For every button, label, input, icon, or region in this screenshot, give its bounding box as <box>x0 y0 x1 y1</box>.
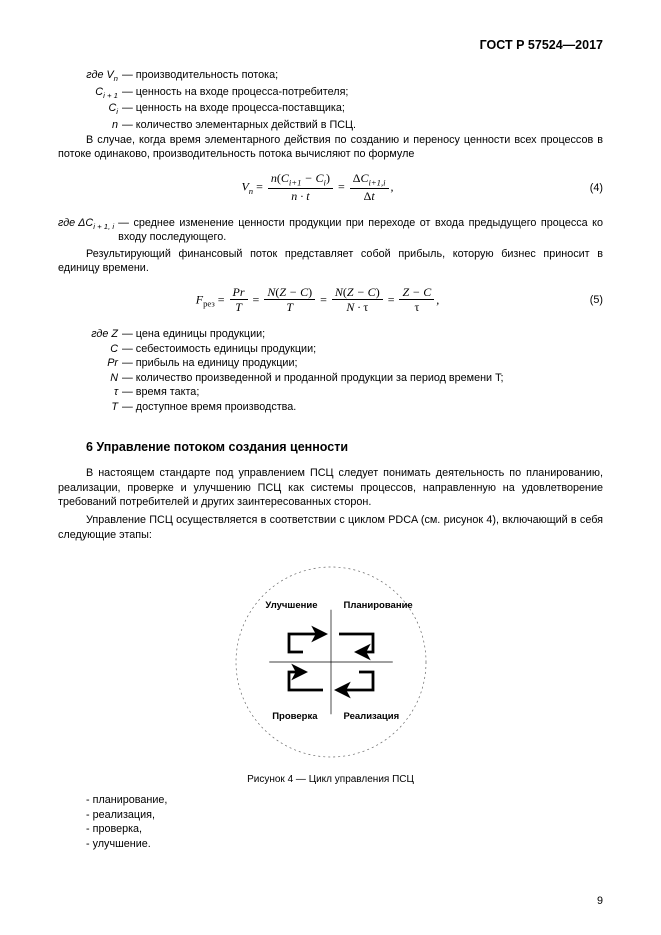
definition-row: Ci + 1— ценность на входе процесса-потре… <box>58 85 603 102</box>
definition-row: где Z— цена единицы продукции; <box>58 327 603 342</box>
figure-label-improvement: Улучшение <box>265 600 317 611</box>
definition-row: n— количество элементарных действий в ПС… <box>58 118 603 133</box>
definition-text: — количество элементарных действий в ПСЦ… <box>122 118 603 133</box>
definition-symbol: C <box>58 342 122 357</box>
definition-row: Ci— ценность на входе процесса-поставщик… <box>58 101 603 118</box>
definition-symbol: T <box>58 400 122 415</box>
definition-symbol: n <box>58 118 122 133</box>
definition-row: C— себестоимость единицы продукции; <box>58 342 603 357</box>
figure-label-planning: Планирование <box>344 600 413 611</box>
equation-5: Fрез = PrT = N(Z − C)T = N(Z − C)N · τ =… <box>58 286 603 315</box>
list-item: - проверка, <box>86 822 603 837</box>
list-item: - планирование, <box>86 793 603 808</box>
figure-label-do: Реализация <box>344 711 400 722</box>
paragraph-pdca-intro: Управление ПСЦ осуществляется в соответс… <box>58 513 603 542</box>
definition-symbol: N <box>58 371 122 386</box>
definition-row: τ— время такта; <box>58 385 603 400</box>
definition-symbol: Pr <box>58 356 122 371</box>
equation-number-5: (5) <box>577 294 603 306</box>
definition-text: — доступное время производства. <box>122 400 603 415</box>
definition-text: — ценность на входе процесса-потребителя… <box>122 85 603 102</box>
equation-4: Vn = n(Ci+1 − Ci)n · t = ΔCi+1,iΔt, (4) <box>58 172 603 204</box>
definition-text: — количество произведенной и проданной п… <box>122 371 603 386</box>
definition-symbol: где Z <box>58 327 122 342</box>
paragraph-management-def: В настоящем стандарте под управлением ПС… <box>58 466 603 510</box>
definition-row: Pr— прибыль на единицу продукции; <box>58 356 603 371</box>
definition-row: N— количество произведенной и проданной … <box>58 371 603 386</box>
definition-text: — себестоимость единицы продукции; <box>122 342 603 357</box>
definition-text: — время такта; <box>122 385 603 400</box>
definition-symbol: Ci <box>58 101 122 118</box>
definition-row: T— доступное время производства. <box>58 400 603 415</box>
definition-text: — ценность на входе процесса-поставщика; <box>122 101 603 118</box>
list-item: - реализация, <box>86 808 603 823</box>
equation-number-4: (4) <box>577 182 603 194</box>
figure-caption: Рисунок 4 — Цикл управления ПСЦ <box>58 774 603 785</box>
definition-text: — цена единицы продукции; <box>122 327 603 342</box>
definition-symbol: где Vn <box>58 68 122 85</box>
section-title: 6 Управление потоком создания ценности <box>86 440 603 454</box>
definition-text: — производительность потока; <box>122 68 603 85</box>
definition-symbol: Ci + 1 <box>58 85 122 102</box>
paragraph-fin-flow: Результирующий финансовый поток представ… <box>58 247 603 276</box>
page-number: 9 <box>597 895 603 907</box>
paragraph-pre-eq4: В случае, когда время элементарного дейс… <box>58 133 603 162</box>
figure-label-check: Проверка <box>272 711 317 722</box>
definition-row: где Vn— производительность потока; <box>58 68 603 85</box>
figure-pdca-cycle: Улучшение Планирование Проверка Реализац… <box>201 556 461 768</box>
definition-text: — прибыль на единицу продукции; <box>122 356 603 371</box>
definition-symbol: τ <box>58 385 122 400</box>
definition-delta-c: где ΔCi + 1, i — среднее изменение ценно… <box>58 216 603 245</box>
page-header: ГОСТ Р 57524—2017 <box>58 38 603 52</box>
list-item: - улучшение. <box>86 837 603 852</box>
